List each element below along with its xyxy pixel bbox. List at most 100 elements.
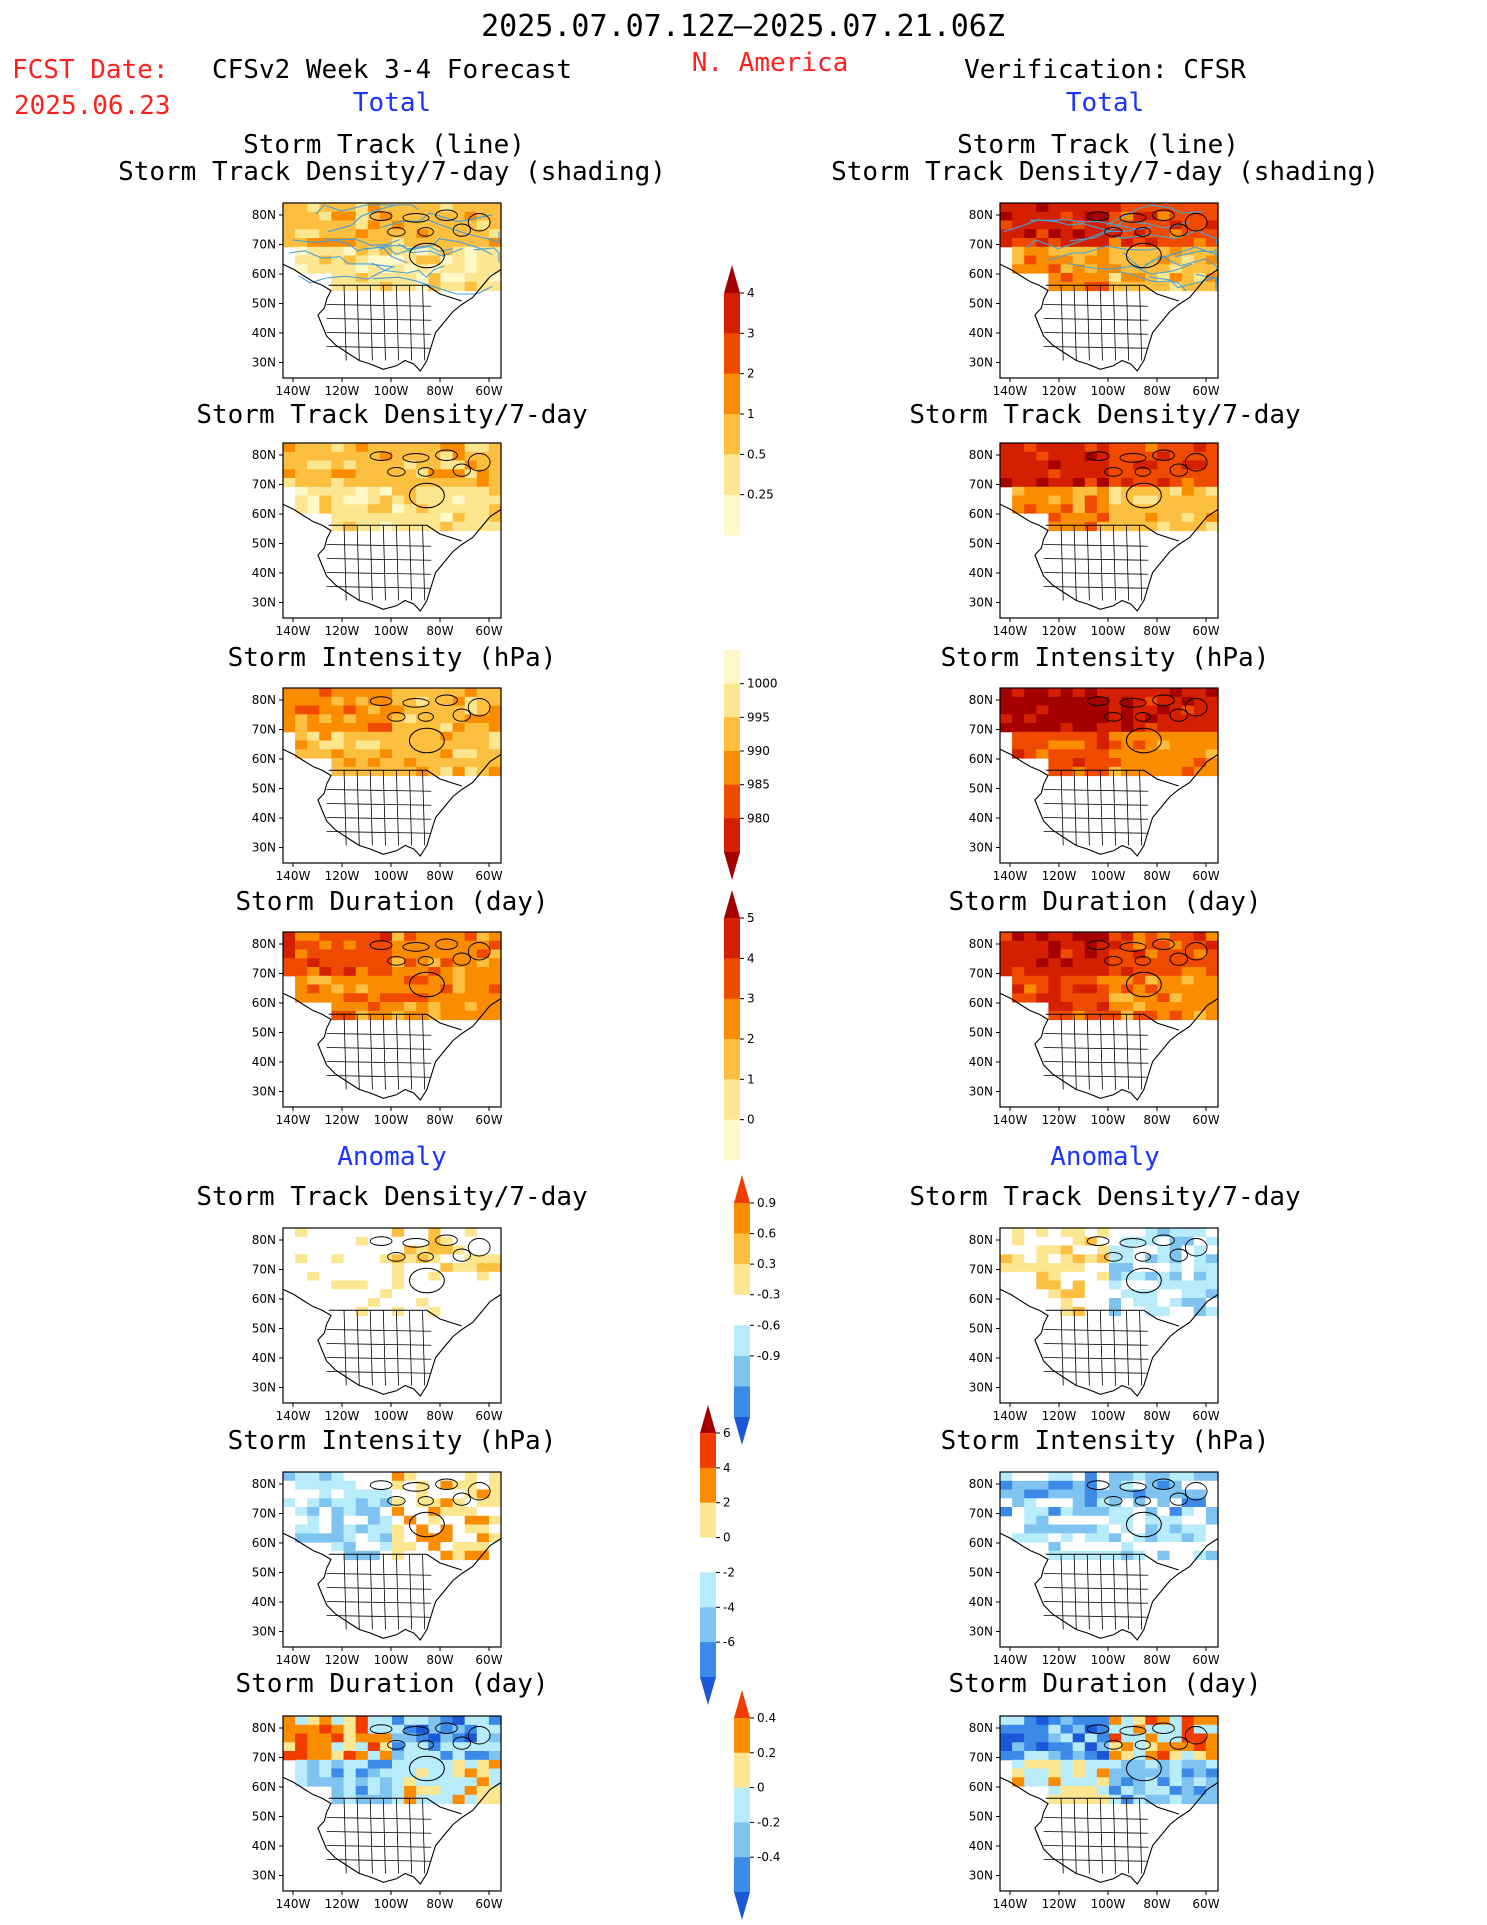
- field-cell: [1048, 281, 1062, 292]
- field-cell: [1048, 1724, 1062, 1735]
- field-cell: [1072, 504, 1086, 514]
- field-cell: [1060, 1306, 1074, 1317]
- verification-title: Verification: CFSR: [964, 55, 1246, 85]
- field-cell: [355, 932, 369, 942]
- lon-tick-label: 80W: [1143, 1409, 1170, 1423]
- lat-tick-label: 50N: [969, 782, 993, 796]
- field-cell: [488, 1498, 502, 1508]
- island-outline: [1134, 956, 1151, 966]
- storm-track-line: [1003, 219, 1109, 233]
- lon-tick-label: 140W: [993, 624, 1028, 638]
- field-cell: [1012, 495, 1025, 505]
- field-cell: [283, 220, 296, 230]
- field-cell: [1048, 1489, 1062, 1499]
- field-cell: [1036, 1228, 1049, 1238]
- island-outline: [402, 1238, 430, 1248]
- field-cell: [295, 932, 308, 942]
- colorbar-segment: [734, 1386, 750, 1418]
- field-cell: [331, 766, 345, 777]
- field-cell: [1012, 1280, 1025, 1290]
- hudson-bay-outline: [408, 1267, 445, 1294]
- field-cell: [331, 1002, 345, 1012]
- field-cell: [1060, 705, 1074, 715]
- field-cell: [319, 696, 332, 707]
- field-cell: [392, 1742, 405, 1752]
- field-cell: [1036, 211, 1049, 222]
- field-cell: [1145, 1263, 1158, 1273]
- field-cell: [379, 1280, 393, 1290]
- field-cell: [319, 1759, 332, 1770]
- field-cell: [1000, 443, 1013, 453]
- field-cell: [392, 1533, 405, 1543]
- field-cell: [1048, 203, 1062, 213]
- coastline: [282, 263, 502, 372]
- field-cell: [428, 714, 441, 724]
- field-cell: [452, 1542, 466, 1552]
- field-cell: [379, 1716, 393, 1726]
- field-cell: [343, 1742, 357, 1752]
- field-cell: [464, 723, 478, 733]
- lat-tick-label: 60N: [969, 1536, 993, 1550]
- field-cell: [1145, 1489, 1158, 1499]
- lon-tick-label: 140W: [276, 1897, 311, 1911]
- field-cell: [488, 758, 502, 768]
- field-cell: [1048, 513, 1062, 523]
- field-cell: [1133, 1724, 1146, 1735]
- lat-tick-label: 70N: [969, 967, 993, 981]
- colorbar-segment: [700, 1572, 716, 1608]
- field-cell: [1169, 1768, 1183, 1778]
- field-cell: [1072, 723, 1086, 733]
- field-cell: [1012, 504, 1025, 514]
- field-cell: [1205, 1742, 1219, 1752]
- field-cell: [355, 1768, 369, 1778]
- field-cell: [428, 705, 441, 715]
- field-cell: [488, 1786, 502, 1796]
- field-cell: [1205, 1542, 1219, 1552]
- field-cell: [1145, 705, 1158, 715]
- field-cell: [283, 451, 296, 462]
- field-cell: [319, 203, 332, 213]
- field-cell: [1145, 478, 1158, 488]
- state-line: [1099, 1310, 1103, 1386]
- field-cell: [1169, 958, 1183, 968]
- field-cell: [404, 478, 417, 488]
- field-cell: [1096, 766, 1110, 777]
- field-cell: [1096, 940, 1110, 951]
- field-cell: [1157, 1280, 1171, 1290]
- field-cell: [464, 1263, 478, 1273]
- field-cell: [440, 1254, 454, 1264]
- field-cell: [379, 1498, 393, 1508]
- colorbar-label: 3: [747, 326, 755, 340]
- field-cell: [476, 1733, 490, 1743]
- field-cell: [355, 1489, 369, 1499]
- field-cell: [416, 495, 429, 505]
- field-cell: [1193, 940, 1207, 951]
- colorbar-label: 0: [757, 1781, 765, 1795]
- field-cell: [488, 478, 502, 488]
- field-cell: [452, 1489, 466, 1499]
- field-cell: [1157, 1298, 1171, 1308]
- field-cell: [1036, 688, 1049, 698]
- field-cell: [1036, 705, 1049, 715]
- state-line: [1043, 572, 1149, 575]
- field-cell: [1012, 1759, 1025, 1770]
- lat-tick-label: 40N: [969, 326, 993, 340]
- field-cell: [404, 949, 417, 959]
- lat-tick-label: 80N: [969, 1477, 993, 1491]
- field-cell: [1205, 1306, 1219, 1317]
- island-outline: [387, 467, 406, 477]
- field-cell: [367, 273, 381, 283]
- field-cell: [355, 255, 369, 265]
- state-line: [369, 1554, 373, 1630]
- field-cell: [416, 758, 429, 768]
- field-cell: [452, 949, 466, 959]
- field-cell: [488, 1724, 502, 1735]
- field-cell: [404, 1002, 417, 1012]
- colorbar-segment: [724, 998, 740, 1040]
- island-outline: [1086, 696, 1110, 706]
- field-cell: [440, 504, 454, 514]
- field-cell: [1193, 758, 1207, 768]
- field-cell: [440, 949, 454, 959]
- field-cell: [1169, 967, 1183, 977]
- field-cell: [367, 1271, 381, 1282]
